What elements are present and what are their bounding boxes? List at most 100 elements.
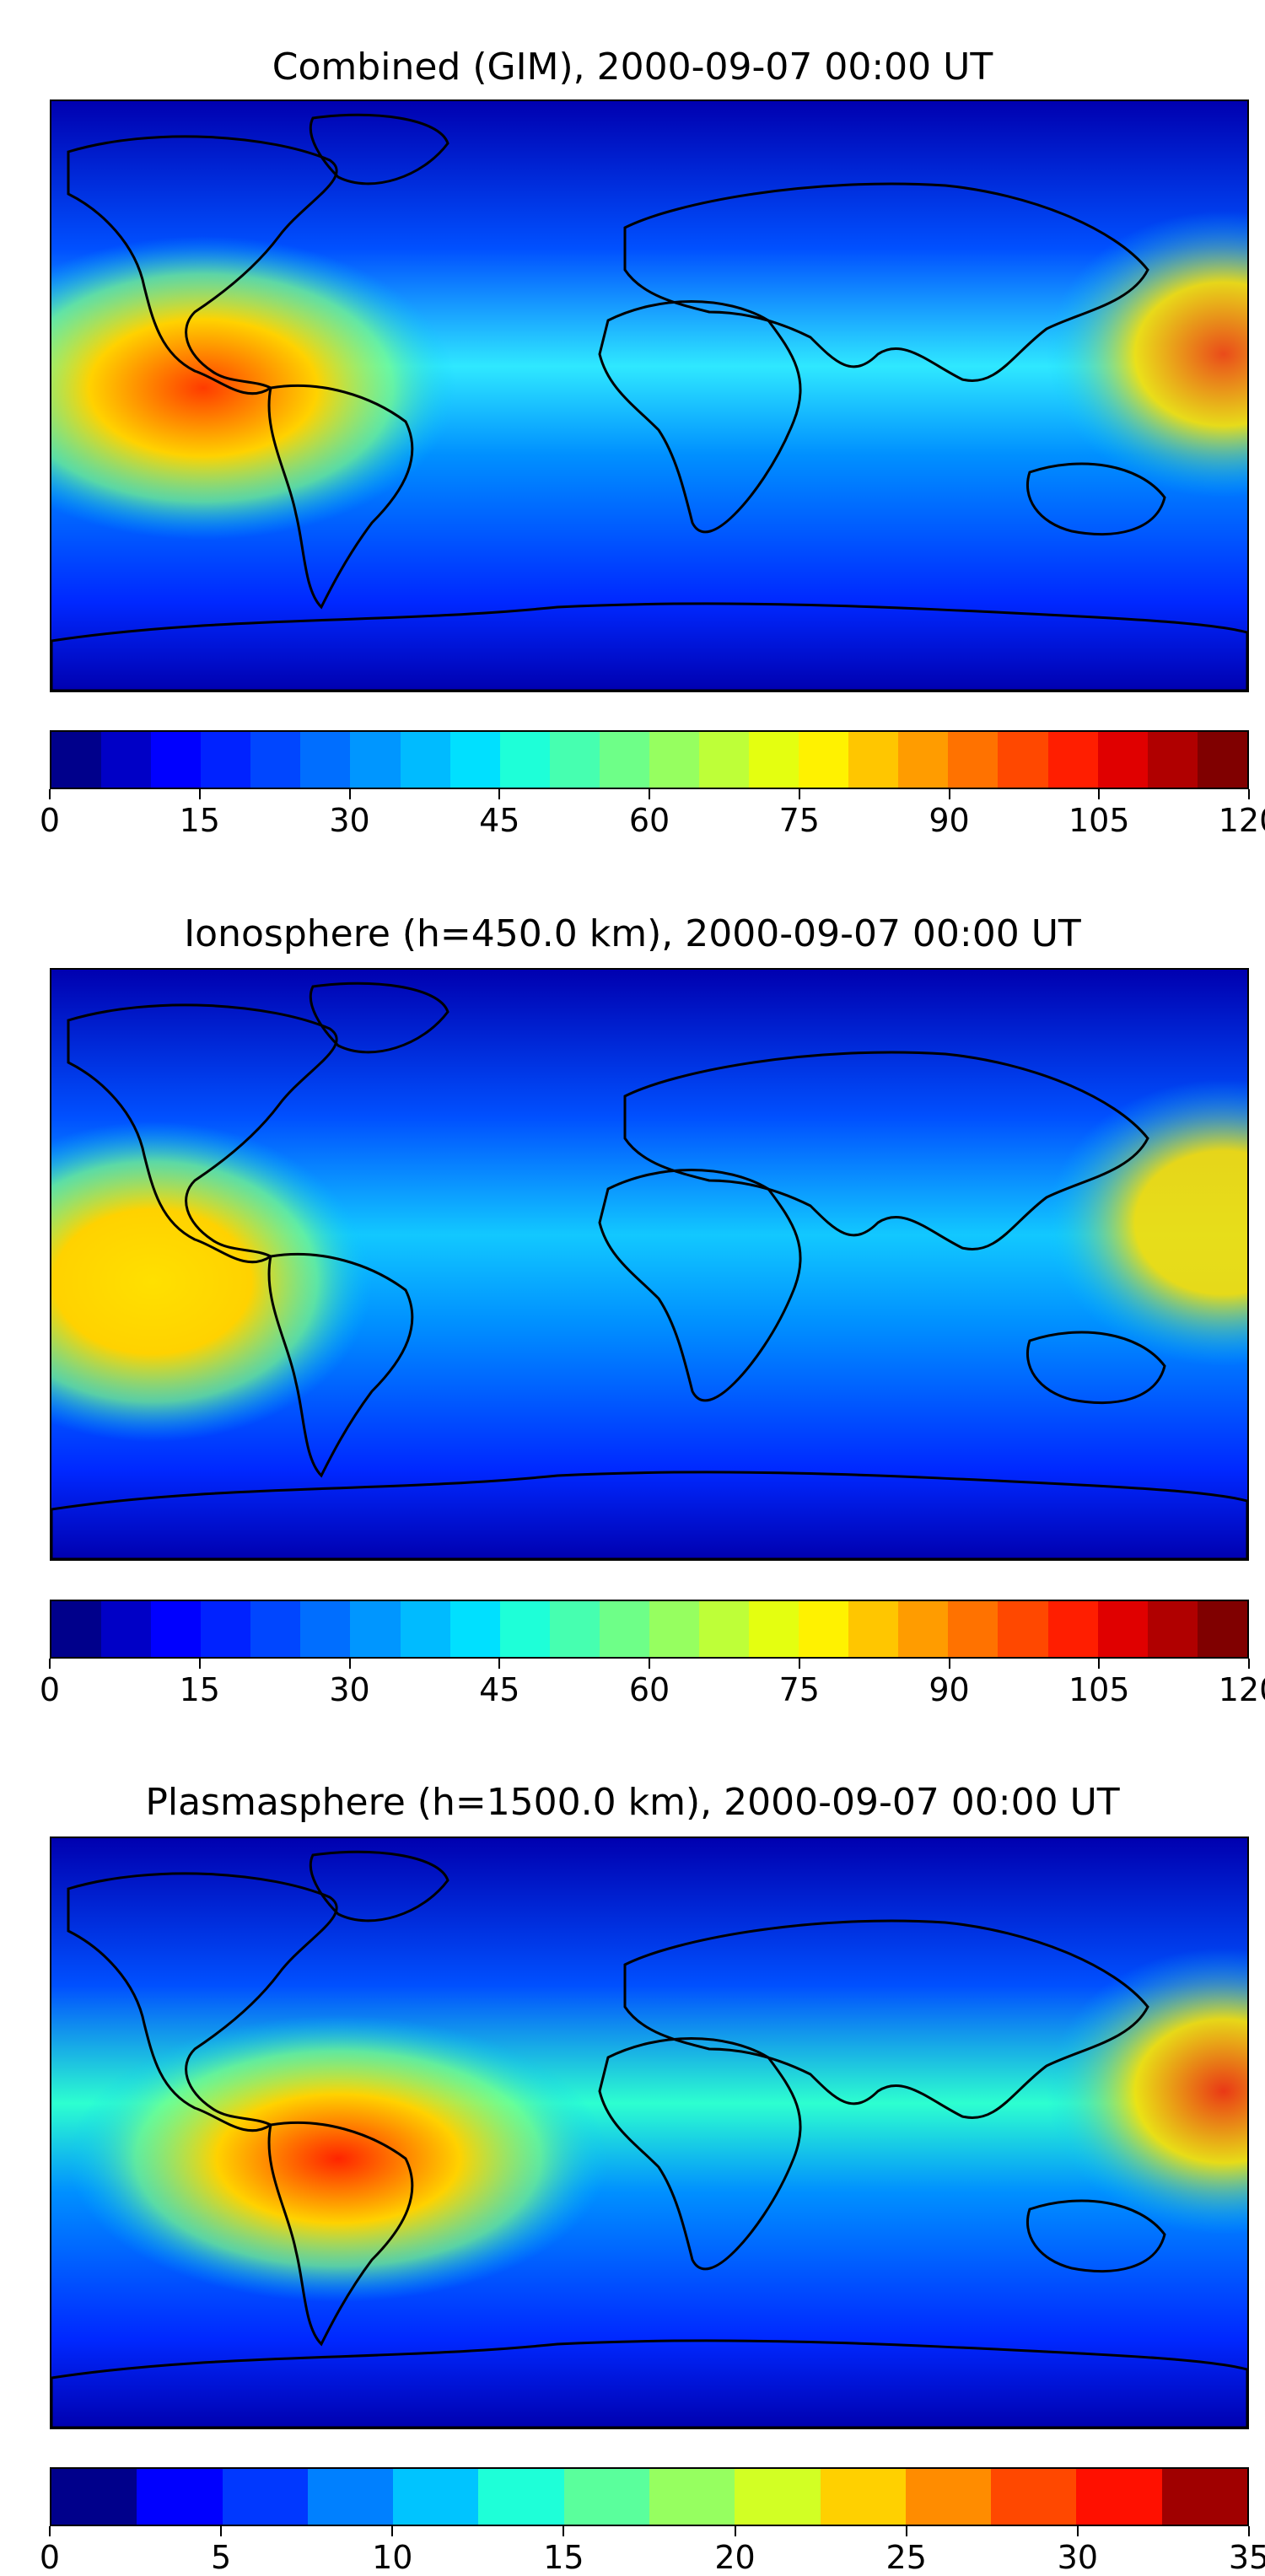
- colorbar-tick-label: 15: [179, 1671, 220, 1708]
- colorbar-tick: [198, 1659, 201, 1669]
- coastline: [1025, 462, 1166, 536]
- colorbar-segment: [393, 2469, 479, 2525]
- colorbar-tick: [905, 2526, 907, 2536]
- colorbar-tick: [1248, 1659, 1250, 1669]
- colorbar-segment: [350, 732, 401, 788]
- coastline: [67, 1872, 338, 2132]
- colorbar-tick-label: 60: [628, 1671, 670, 1708]
- colorbar-segment: [51, 1601, 102, 1657]
- colorbar-tick-label: 60: [628, 802, 670, 839]
- colorbar-segment: [499, 732, 550, 788]
- colorbar-tick-label: 45: [479, 1671, 520, 1708]
- colorbar-segment: [649, 1601, 700, 1657]
- colorbar-tick: [49, 789, 51, 799]
- colorbar-tick-label: 15: [179, 802, 220, 839]
- colorbar: [50, 730, 1249, 789]
- colorbar: [50, 1600, 1249, 1659]
- colorbar-segment: [1161, 2469, 1247, 2525]
- colorbar-segment: [250, 1601, 301, 1657]
- colorbar-segment: [599, 1601, 649, 1657]
- colorbar-tick: [498, 1659, 501, 1669]
- tec-map: [50, 968, 1249, 1561]
- coastlines: [51, 113, 1247, 691]
- colorbar-tick-label: 0: [39, 1671, 61, 1708]
- colorbar-tick: [49, 2526, 51, 2536]
- colorbar-segment: [948, 1601, 999, 1657]
- colorbar-segment: [300, 732, 351, 788]
- colorbar-tick-label: 15: [543, 2539, 584, 2576]
- coastline: [267, 2121, 414, 2347]
- colorbar-tick-label: 120: [1218, 802, 1265, 839]
- colorbar-tick: [948, 1659, 950, 1669]
- colorbar-segment: [948, 732, 999, 788]
- colorbar-segment: [201, 1601, 251, 1657]
- colorbar-tick: [1248, 2526, 1250, 2536]
- colorbar-segment: [1147, 732, 1198, 788]
- colorbar-tick-label: 75: [778, 802, 820, 839]
- colorbar-segment: [1197, 1601, 1247, 1657]
- map-title: Plasmasphere (h=1500.0 km), 2000-09-07 0…: [145, 1781, 1120, 1824]
- colorbar-segment: [649, 2469, 735, 2525]
- colorbar-segment: [699, 1601, 750, 1657]
- colorbar-tick: [649, 1659, 650, 1669]
- colorbar-ticks: 0 15 30 45 60 75 90 105 120: [40, 1659, 1265, 1707]
- coastline: [67, 1003, 338, 1264]
- colorbar-segment: [848, 732, 899, 788]
- colorbar-tick-label: 30: [1057, 2539, 1099, 2576]
- colorbar-tick: [798, 1659, 800, 1669]
- colorbar-segment: [201, 732, 251, 788]
- colorbar-tick: [1076, 2526, 1079, 2536]
- colorbar-tick: [49, 1659, 51, 1669]
- colorbar-tick: [220, 2526, 223, 2536]
- coastline: [623, 1919, 1149, 2119]
- colorbar-segment: [799, 732, 849, 788]
- colorbar-tick-label: 90: [929, 1671, 970, 1708]
- colorbar-segment: [549, 732, 600, 788]
- coastline: [623, 182, 1149, 382]
- colorbar-tick-label: 105: [1068, 802, 1130, 839]
- colorbar-tick: [348, 1659, 351, 1669]
- coastline: [598, 300, 802, 534]
- coastline: [598, 1169, 802, 1402]
- colorbar-segment: [991, 2469, 1077, 2525]
- colorbar-segment: [1147, 1601, 1198, 1657]
- colorbar-segment: [1197, 732, 1247, 788]
- colorbar-tick: [1248, 789, 1250, 799]
- colorbar-segment: [699, 732, 750, 788]
- colorbar-segment: [848, 1601, 899, 1657]
- colorbar-tick: [498, 789, 501, 799]
- coastline: [51, 1471, 1247, 1559]
- colorbar-ticks: 0 5 10 15 20 25 30 35: [40, 2526, 1265, 2575]
- colorbar-segment: [820, 2469, 906, 2525]
- colorbar-segment: [898, 1601, 949, 1657]
- colorbar-segment: [499, 1601, 550, 1657]
- colorbar-tick: [563, 2526, 565, 2536]
- colorbar-segment: [250, 732, 301, 788]
- colorbar-segment: [799, 1601, 849, 1657]
- colorbar-segment: [599, 732, 649, 788]
- coastline: [1025, 1331, 1166, 1405]
- colorbar-tick-label: 5: [211, 2539, 232, 2576]
- coastline: [623, 1051, 1149, 1250]
- colorbar-segment: [400, 732, 450, 788]
- coastline: [51, 602, 1247, 691]
- colorbar-segment: [300, 1601, 351, 1657]
- colorbar-segment: [151, 732, 202, 788]
- colorbar-ticks: 0 15 30 45 60 75 90 105 120: [40, 789, 1265, 838]
- colorbar-tick-label: 0: [39, 2539, 61, 2576]
- colorbar-segment: [137, 2469, 223, 2525]
- colorbar-tick: [348, 789, 351, 799]
- colorbar-segment: [478, 2469, 564, 2525]
- coastline: [67, 135, 338, 395]
- colorbar-tick: [798, 789, 800, 799]
- colorbar-segment: [1097, 1601, 1148, 1657]
- coastline: [598, 2037, 802, 2271]
- colorbar-tick-label: 75: [778, 1671, 820, 1708]
- colorbar-tick-label: 35: [1228, 2539, 1265, 2576]
- colorbar-segment: [749, 1601, 799, 1657]
- colorbar-tick-label: 0: [39, 802, 61, 839]
- colorbar-segment: [549, 1601, 600, 1657]
- colorbar-segment: [1076, 2469, 1162, 2525]
- tec-field: [68, 1948, 1247, 2302]
- colorbar-tick: [734, 2526, 736, 2536]
